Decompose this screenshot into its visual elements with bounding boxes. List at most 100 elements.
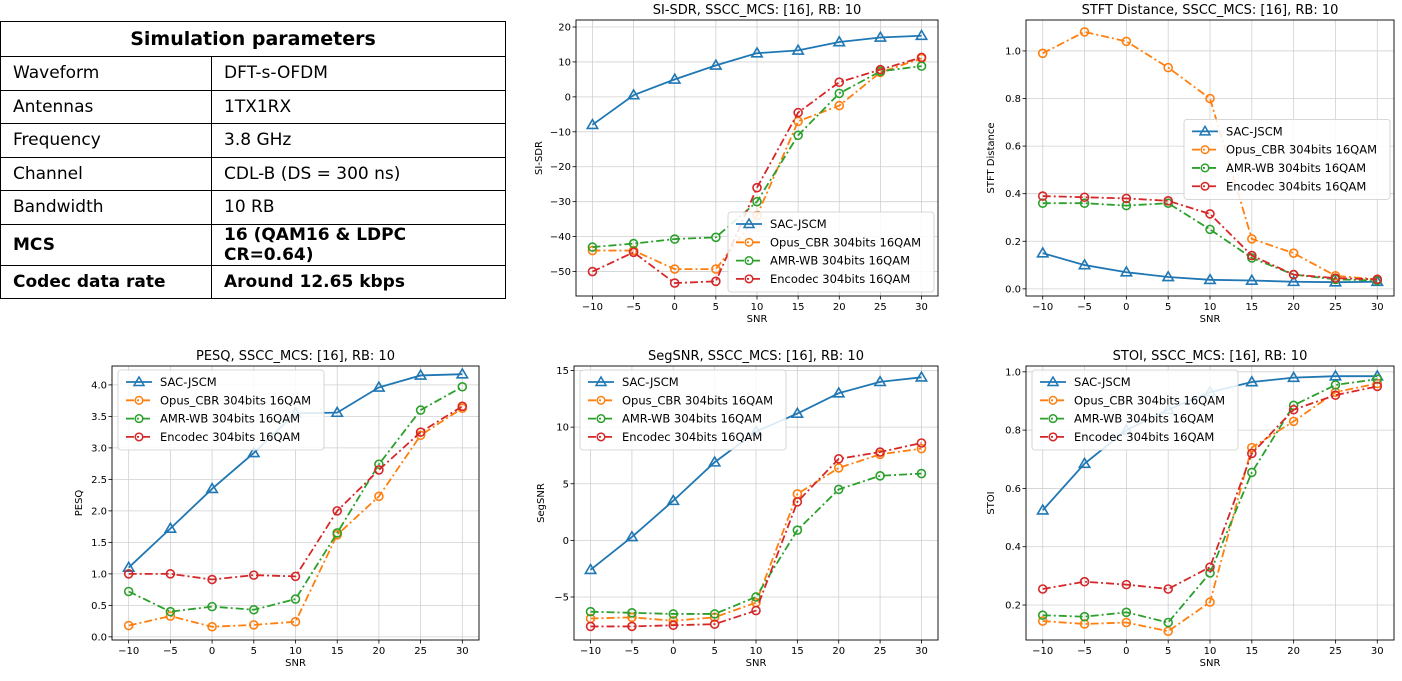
data-point xyxy=(1328,369,1343,381)
data-point xyxy=(666,493,680,506)
data-point xyxy=(1372,274,1383,285)
data-point xyxy=(627,608,637,618)
y-tick-label: 0 xyxy=(563,536,569,547)
legend-label: SAC-JSCM xyxy=(770,217,827,231)
series-line xyxy=(1042,378,1378,624)
legend-marker xyxy=(596,432,606,442)
x-tick-label: 0 xyxy=(672,302,678,313)
data-point xyxy=(1205,568,1215,578)
data-point xyxy=(792,497,803,507)
data-point xyxy=(1163,62,1173,73)
legend-label: Opus_CBR 304bits 16QAM xyxy=(622,393,773,407)
data-point xyxy=(875,447,885,457)
x-axis-label: SNR xyxy=(1200,314,1221,325)
data-point xyxy=(207,601,217,612)
parameter-value: Around 12.65 kbps xyxy=(211,264,506,299)
x-tick-label: −5 xyxy=(163,646,178,657)
legend-box xyxy=(579,369,787,451)
x-tick-label: 15 xyxy=(791,646,804,657)
data-point xyxy=(1287,274,1301,287)
table-body: Waveform DFT-s-OFDM Antennas 1TX1RX Frequenc… xyxy=(0,56,506,299)
x-tick-label: 30 xyxy=(1371,646,1384,657)
data-point xyxy=(1077,258,1092,270)
legend-label: SAC-JSCM xyxy=(1074,375,1131,389)
x-tick-label: 0 xyxy=(1123,646,1129,657)
y-tick-label: 0.8 xyxy=(1005,426,1021,437)
data-point xyxy=(290,571,301,582)
data-point xyxy=(832,35,846,47)
parameter-value: DFT-s-OFDM xyxy=(211,56,506,91)
data-point xyxy=(1079,576,1090,587)
data-point xyxy=(916,468,927,479)
data-point xyxy=(1245,273,1259,285)
legend-label: Encodec 304bits 16QAM xyxy=(770,272,910,286)
x-tick-label: 10 xyxy=(750,646,763,657)
data-point xyxy=(916,52,927,63)
series-line xyxy=(590,472,922,615)
legend-marker xyxy=(1048,395,1058,405)
parameter-value: 1TX1RX xyxy=(211,89,506,124)
y-tick-label: 20 xyxy=(558,22,571,33)
x-tick-label: 30 xyxy=(915,302,928,313)
data-point xyxy=(711,276,721,287)
data-point xyxy=(873,375,887,387)
data-point xyxy=(711,232,721,243)
parameter-name: Waveform xyxy=(0,56,212,91)
x-tick-label: −5 xyxy=(1077,646,1092,657)
chart-title: STFT Distance, SSCC_MCS: [16], RB: 10 xyxy=(1082,3,1339,18)
x-tick-label: −10 xyxy=(118,646,139,657)
table-row: Bandwidth 10 RB xyxy=(0,190,506,225)
series-encodec xyxy=(1037,381,1383,594)
data-point xyxy=(1121,607,1132,618)
data-point xyxy=(834,100,845,111)
data-point xyxy=(873,30,888,42)
legend: SAC-JSCM Opus_CBR 304bits 16QAM AMR-WB 304… xyxy=(1183,118,1391,200)
table-row: Antennas 1TX1RX xyxy=(0,89,506,124)
data-point xyxy=(1077,456,1092,469)
legend-marker xyxy=(1048,432,1058,442)
y-axis-label: SI-SDR xyxy=(534,141,545,175)
legend-label: AMR-WB 304bits 16QAM xyxy=(1074,412,1214,426)
data-point xyxy=(626,88,641,100)
data-point xyxy=(1079,192,1090,203)
y-tick-label: 0.2 xyxy=(1005,237,1021,248)
parameter-value: 3.8 GHz xyxy=(211,123,506,158)
x-axis-label: SNR xyxy=(747,314,768,325)
data-point xyxy=(751,592,761,602)
x-tick-label: 15 xyxy=(1245,302,1258,313)
data-point xyxy=(248,620,259,630)
parameter-name: Channel xyxy=(0,156,212,191)
data-point xyxy=(627,621,637,632)
data-point xyxy=(1079,611,1090,622)
table-title: Simulation parameters xyxy=(0,21,506,57)
data-point xyxy=(625,530,639,542)
legend-marker xyxy=(594,375,608,387)
data-point xyxy=(207,574,217,585)
legend-label: Encodec 304bits 16QAM xyxy=(1226,179,1366,193)
data-point xyxy=(833,454,844,464)
legend-label: AMR-WB 304bits 16QAM xyxy=(770,254,910,268)
legend: SAC-JSCM Opus_CBR 304bits 16QAM AMR-WB 304… xyxy=(1031,369,1239,451)
data-point xyxy=(1121,579,1132,590)
data-point xyxy=(1037,48,1048,59)
data-point xyxy=(833,484,844,495)
x-tick-label: 25 xyxy=(1329,302,1342,313)
data-point xyxy=(793,107,803,118)
data-point xyxy=(1121,617,1132,628)
series-line xyxy=(1042,195,1378,281)
y-tick-label: 5 xyxy=(563,479,569,490)
x-tick-label: 25 xyxy=(874,646,887,657)
data-point xyxy=(668,72,682,84)
data-point xyxy=(123,620,134,631)
data-point xyxy=(1247,467,1257,478)
data-point xyxy=(1288,404,1299,415)
legend-label: AMR-WB 304bits 16QAM xyxy=(1226,161,1366,175)
series-line xyxy=(591,34,922,126)
data-point xyxy=(1205,224,1215,235)
data-point xyxy=(1036,503,1050,515)
y-tick-label: −40 xyxy=(550,232,571,243)
data-point xyxy=(1205,597,1215,607)
data-point xyxy=(1288,269,1299,280)
y-tick-label: 2.0 xyxy=(91,506,107,517)
data-point xyxy=(793,130,803,141)
